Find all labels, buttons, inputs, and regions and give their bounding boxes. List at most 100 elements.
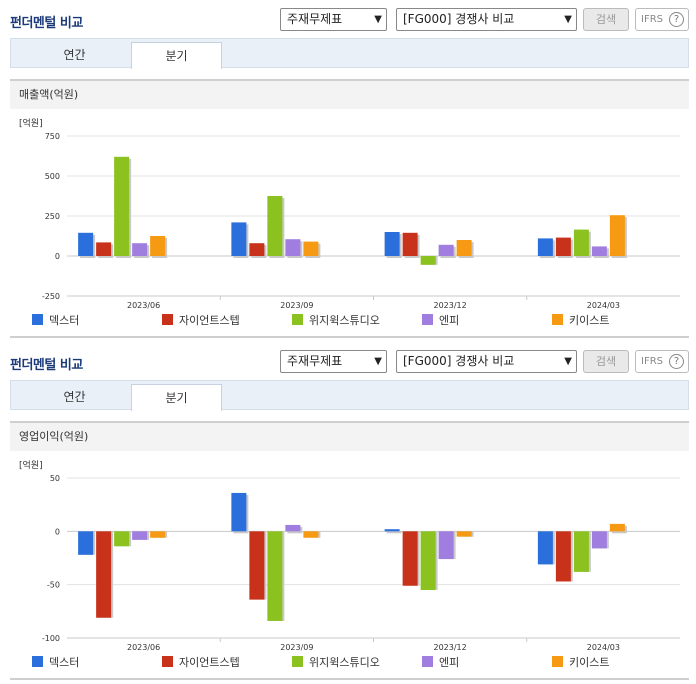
comparison-select-value: [FG000] 경쟁사 비교	[403, 12, 515, 26]
y-tick-label: 0	[55, 252, 60, 261]
bar[interactable]	[591, 531, 607, 549]
y-tick-label: -250	[42, 292, 60, 301]
y-tick-label: 750	[45, 132, 60, 141]
bar[interactable]	[573, 531, 589, 572]
section-title: 매출액(억원)	[10, 79, 689, 109]
period-tabs: 연간 분기	[10, 380, 689, 411]
bar[interactable]	[573, 229, 589, 256]
bar[interactable]	[231, 492, 247, 532]
bar[interactable]	[267, 531, 283, 621]
bar[interactable]	[150, 531, 166, 538]
bar[interactable]	[267, 196, 283, 256]
comparison-select[interactable]: [FG000] 경쟁사 비교 ▼	[396, 350, 577, 373]
statement-select-value: 주재무제표	[287, 354, 343, 368]
bar[interactable]	[78, 232, 94, 256]
y-tick-label: -50	[47, 581, 60, 590]
bar[interactable]	[231, 222, 247, 256]
help-icon[interactable]: ?	[669, 12, 684, 27]
bar[interactable]	[420, 256, 436, 265]
legend-label: 키이스트	[569, 314, 610, 327]
bar[interactable]	[249, 243, 265, 256]
bar[interactable]	[384, 529, 400, 532]
bar[interactable]	[609, 215, 625, 256]
bar[interactable]	[150, 236, 166, 256]
bar[interactable]	[96, 242, 112, 256]
bar[interactable]	[591, 246, 607, 256]
chevron-down-icon: ▼	[564, 14, 572, 25]
bar[interactable]	[537, 531, 553, 565]
search-button[interactable]: 검색	[583, 350, 629, 373]
x-tick-label: 2023/09	[280, 643, 313, 652]
bar[interactable]	[114, 531, 130, 547]
bar[interactable]	[402, 531, 418, 586]
ifrs-label: IFRS	[641, 14, 663, 25]
comparison-select[interactable]: [FG000] 경쟁사 비교 ▼	[396, 8, 577, 31]
operating-profit-chart-svg: [억원] 50 0 -50 -100 2023/06 2023/09 2023/12 2024/…	[19, 459, 680, 652]
bar[interactable]	[402, 232, 418, 256]
legend-swatch	[292, 656, 303, 667]
bar[interactable]	[438, 244, 454, 256]
legend-label: 엔피	[439, 314, 460, 327]
panel-divider	[10, 336, 689, 338]
tab-quarterly[interactable]: 분기	[131, 42, 222, 69]
bar-shadow	[386, 531, 402, 534]
bar[interactable]	[537, 238, 553, 256]
panel-operating-profit: 펀더멘털 비교 주재무제표 ▼ [FG000] 경쟁사 비교 ▼ 검색 IFRS…	[0, 342, 696, 451]
legend-label: 위지윅스튜디오	[309, 314, 380, 327]
bar[interactable]	[384, 232, 400, 256]
search-button[interactable]: 검색	[583, 8, 629, 31]
panel-title: 펀더멘털 비교	[10, 16, 83, 31]
statement-select[interactable]: 주재무제표 ▼	[280, 350, 387, 373]
bar[interactable]	[132, 243, 148, 256]
legend-swatch	[162, 314, 173, 325]
bar[interactable]	[132, 531, 148, 540]
ifrs-button[interactable]: IFRS ?	[635, 350, 689, 373]
x-tick-label: 2023/06	[127, 301, 160, 310]
legend-label: 자이언트스텝	[179, 314, 240, 327]
unit-label: [억원]	[19, 117, 43, 129]
bar[interactable]	[96, 531, 112, 618]
bar[interactable]	[285, 524, 301, 532]
legend-label: 덱스터	[49, 314, 80, 327]
tab-annual[interactable]: 연간	[63, 390, 86, 404]
bar[interactable]	[285, 239, 301, 256]
bar[interactable]	[438, 531, 454, 560]
statement-select[interactable]: 주재무제표 ▼	[280, 8, 387, 31]
help-icon[interactable]: ?	[669, 354, 684, 369]
bar[interactable]	[303, 531, 319, 538]
unit-label: [억원]	[19, 459, 43, 471]
bar[interactable]	[114, 156, 130, 256]
bar[interactable]	[303, 241, 319, 256]
tab-quarterly[interactable]: 분기	[131, 384, 222, 411]
y-tick-label: -100	[42, 634, 60, 643]
bar[interactable]	[456, 531, 472, 537]
legend-label: 위지윅스튜디오	[309, 656, 380, 669]
revenue-chart: [억원] 750 500 250 0 -250 2023/06 2023/09 2023/12 2…	[10, 112, 689, 310]
legend-label: 덱스터	[49, 656, 80, 669]
ifrs-label: IFRS	[641, 356, 663, 367]
panel-header: 펀더멘털 비교 주재무제표 ▼ [FG000] 경쟁사 비교 ▼ 검색 IFRS…	[0, 0, 696, 31]
panel-header: 펀더멘털 비교 주재무제표 ▼ [FG000] 경쟁사 비교 ▼ 검색 IFRS…	[0, 342, 696, 373]
legend-swatch	[422, 314, 433, 325]
comparison-select-value: [FG000] 경쟁사 비교	[403, 354, 515, 368]
chevron-down-icon: ▼	[374, 14, 382, 25]
bar[interactable]	[609, 523, 625, 532]
bar[interactable]	[420, 531, 436, 590]
chevron-down-icon: ▼	[374, 356, 382, 367]
operating-profit-chart: [억원] 50 0 -50 -100 2023/06 2023/09 2023/12 2024/…	[10, 454, 689, 652]
x-tick-label: 2023/12	[434, 643, 467, 652]
tab-annual[interactable]: 연간	[63, 48, 86, 62]
ifrs-button[interactable]: IFRS ?	[635, 8, 689, 31]
panel-revenue: 펀더멘털 비교 주재무제표 ▼ [FG000] 경쟁사 비교 ▼ 검색 IFRS…	[0, 0, 696, 109]
bar[interactable]	[555, 531, 571, 582]
legend-swatch	[552, 656, 563, 667]
revenue-chart-svg: [억원]750 500 250 0 -250 2023/06 2023/09 2023/12 2…	[19, 117, 680, 310]
bar[interactable]	[249, 531, 265, 600]
legend-label: 자이언트스텝	[179, 656, 240, 669]
bar[interactable]	[555, 237, 571, 256]
y-tick-label: 0	[55, 527, 60, 536]
bar[interactable]	[78, 531, 94, 555]
panel-title: 펀더멘털 비교	[10, 358, 83, 373]
bar[interactable]	[456, 240, 472, 256]
x-tick-label: 2023/09	[280, 301, 313, 310]
